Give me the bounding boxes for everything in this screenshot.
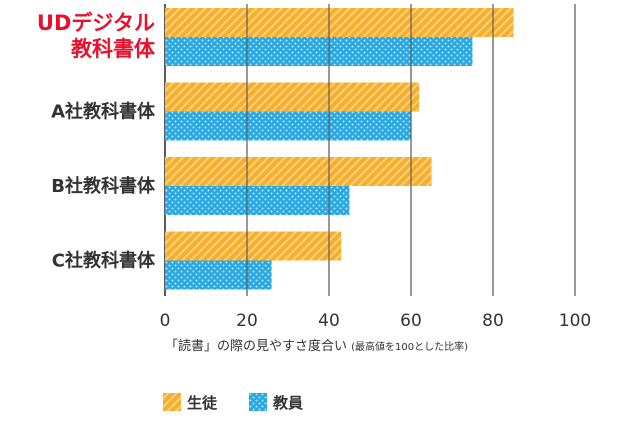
category-label-3: C社教科書体 [52, 250, 156, 272]
bar-teachers-1 [165, 111, 411, 141]
x-tick-label-60: 60 [400, 311, 422, 331]
category-label-1-line-0: A社教科書体 [51, 101, 156, 123]
bar-teachers-2 [165, 186, 350, 215]
bar-students-2 [165, 157, 432, 186]
category-label-0-line-1: 教科書体 [71, 37, 156, 61]
x-tick-label-100: 100 [559, 311, 591, 331]
x-tick-label-0: 0 [160, 311, 171, 331]
legend-swatch-students [163, 393, 181, 411]
legend: 生徒 教員 [163, 393, 303, 412]
legend-label-students: 生徒 [187, 394, 218, 412]
legend-label-teachers: 教員 [272, 394, 303, 412]
category-label-2-line-0: B社教科書体 [51, 175, 156, 197]
x-axis-label: 「読書」の際の見やすさ度合い (最高値を100とした比率) [165, 338, 468, 354]
bar-students-3 [165, 231, 342, 261]
x-tick-label-80: 80 [482, 311, 504, 331]
x-axis-label-note: (最高値を100とした比率) [351, 340, 468, 353]
category-label-1: A社教科書体 [51, 101, 156, 123]
category-label-2: B社教科書体 [51, 175, 156, 197]
bar-teachers-0 [165, 37, 473, 66]
bar-students-0 [165, 8, 514, 37]
legend-swatch-teachers [249, 393, 267, 411]
category-labels: UDデジタル教科書体 A社教科書体 B社教科書体 C社教科書体 [37, 11, 156, 272]
bar-teachers-3 [165, 260, 272, 290]
x-tick-label-40: 40 [318, 311, 340, 331]
bars [165, 4, 576, 296]
bar-students-1 [165, 82, 420, 112]
x-tick-labels: 0 20 40 60 80 100 [160, 311, 592, 331]
x-axis-label-main: 「読書」の際の見やすさ度合い [165, 338, 347, 354]
x-tick-label-20: 20 [236, 311, 258, 331]
category-label-0: UDデジタル教科書体 [37, 11, 156, 61]
category-label-3-line-0: C社教科書体 [52, 250, 156, 272]
category-label-0-line-0: UDデジタル [37, 11, 155, 35]
